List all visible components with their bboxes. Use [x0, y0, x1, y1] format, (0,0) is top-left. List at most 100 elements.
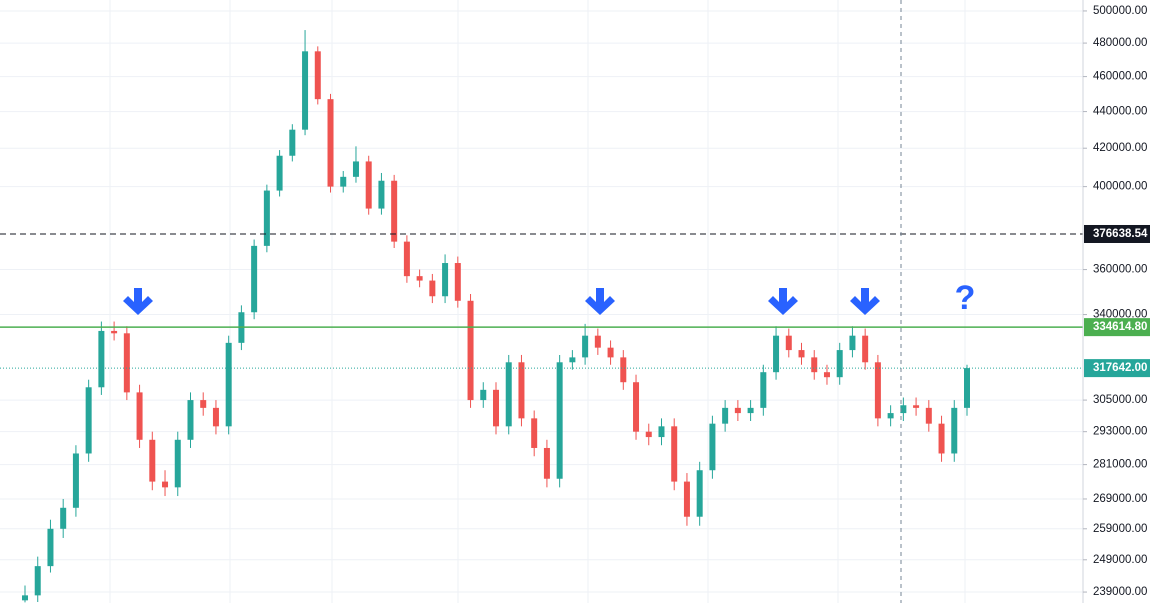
- candle-body: [276, 155, 283, 191]
- candle-body: [467, 300, 474, 401]
- candle-body: [98, 330, 105, 388]
- y-tick-label: 480000.00: [1093, 37, 1147, 49]
- price-label: 376638.54: [1093, 228, 1148, 240]
- candle-body: [505, 362, 512, 427]
- candle-body: [773, 335, 780, 373]
- candle-body: [607, 347, 614, 358]
- y-tick-label: 420000.00: [1093, 142, 1147, 154]
- candle-body: [683, 481, 690, 517]
- candle-body: [913, 405, 920, 408]
- candle-body: [22, 595, 28, 601]
- candle-body: [403, 241, 410, 277]
- candle-body: [887, 413, 894, 419]
- price-label: 317642.00: [1093, 362, 1147, 374]
- price-label-bg: [1084, 359, 1150, 378]
- price-label: 334614.80: [1093, 321, 1147, 333]
- candle-body: [454, 263, 461, 301]
- candle-body: [709, 423, 716, 471]
- candle-body: [874, 362, 881, 419]
- arrow: [768, 288, 798, 315]
- candle-body: [480, 389, 487, 401]
- candle-body: [582, 335, 589, 358]
- y-tick-label: 360000.00: [1093, 264, 1147, 276]
- candle-body: [900, 405, 907, 414]
- candle-body: [136, 392, 143, 440]
- candle-body: [47, 528, 54, 567]
- candle-body: [964, 368, 970, 408]
- candle-body: [951, 407, 958, 454]
- candle-body: [187, 400, 194, 440]
- candle-body: [849, 335, 856, 351]
- candle-body: [925, 407, 932, 424]
- y-tick-label: 259000.00: [1093, 523, 1147, 535]
- y-tick-label: 281000.00: [1093, 459, 1147, 471]
- candle-body: [722, 407, 729, 424]
- price-label-bg: [1084, 224, 1150, 243]
- price-label-bg: [1084, 318, 1150, 337]
- candle-body: [823, 372, 830, 378]
- candle-body: [149, 439, 156, 482]
- candle-body: [734, 407, 741, 414]
- candle-body: [200, 400, 207, 408]
- candle-body: [365, 161, 372, 209]
- y-tick-label: 400000.00: [1093, 181, 1147, 193]
- candle-body: [60, 507, 67, 529]
- candle-body: [620, 357, 627, 383]
- candle-body: [811, 357, 818, 373]
- arrow: [850, 288, 880, 315]
- candle-body: [645, 431, 652, 438]
- candle-body: [658, 426, 665, 438]
- candle-body: [212, 407, 219, 427]
- candle-body: [531, 418, 538, 448]
- candle-body: [556, 362, 563, 479]
- candle-body: [251, 245, 258, 313]
- candle-body: [289, 129, 296, 156]
- candle-body: [747, 407, 754, 414]
- candle-body: [671, 426, 678, 482]
- candle-body: [123, 333, 130, 393]
- candle-body: [162, 481, 169, 488]
- candle-body: [352, 161, 359, 177]
- candle-body: [938, 423, 945, 454]
- price-axis: 500000.00 480000.00 460000.00 440000.00 4200…: [1083, 5, 1150, 598]
- candle-body: [111, 330, 118, 334]
- candle-body: [633, 382, 640, 432]
- arrow: [585, 288, 615, 315]
- candle-body: [327, 99, 334, 187]
- candle-body: [34, 566, 41, 596]
- candle-body: [543, 447, 550, 479]
- y-tick-label: 305000.00: [1093, 394, 1147, 406]
- grid: [0, 10, 1083, 593]
- candle-body: [785, 335, 792, 351]
- candle-body: [594, 335, 601, 348]
- y-tick-label: 340000.00: [1093, 309, 1147, 321]
- candle-body: [225, 342, 232, 427]
- candle-body: [416, 276, 423, 281]
- y-tick-label: 249000.00: [1093, 554, 1147, 566]
- candle-body: [760, 372, 767, 408]
- candle-body: [518, 362, 525, 419]
- y-tick-label: 500000.00: [1093, 5, 1147, 17]
- arrows: [123, 288, 880, 315]
- candle-body: [302, 51, 309, 130]
- candle-body: [340, 176, 347, 187]
- candle-body: [493, 389, 499, 427]
- candle-body: [862, 335, 869, 363]
- y-tick-label: 239000.00: [1093, 586, 1147, 598]
- candle-body: [429, 280, 436, 297]
- candle-body: [174, 439, 181, 488]
- y-tick-label: 293000.00: [1093, 426, 1147, 438]
- candle-body: [314, 51, 321, 100]
- candle-body: [798, 350, 805, 358]
- y-tick-label: 440000.00: [1093, 106, 1147, 118]
- candle-body: [696, 470, 703, 517]
- annotation: ?: [955, 279, 976, 317]
- candle-body: [263, 190, 270, 246]
- candle-body: [72, 453, 79, 508]
- candle-body: [378, 180, 385, 209]
- y-tick-label: 460000.00: [1093, 71, 1147, 83]
- candle-body: [85, 387, 92, 454]
- candle-body: [569, 357, 576, 363]
